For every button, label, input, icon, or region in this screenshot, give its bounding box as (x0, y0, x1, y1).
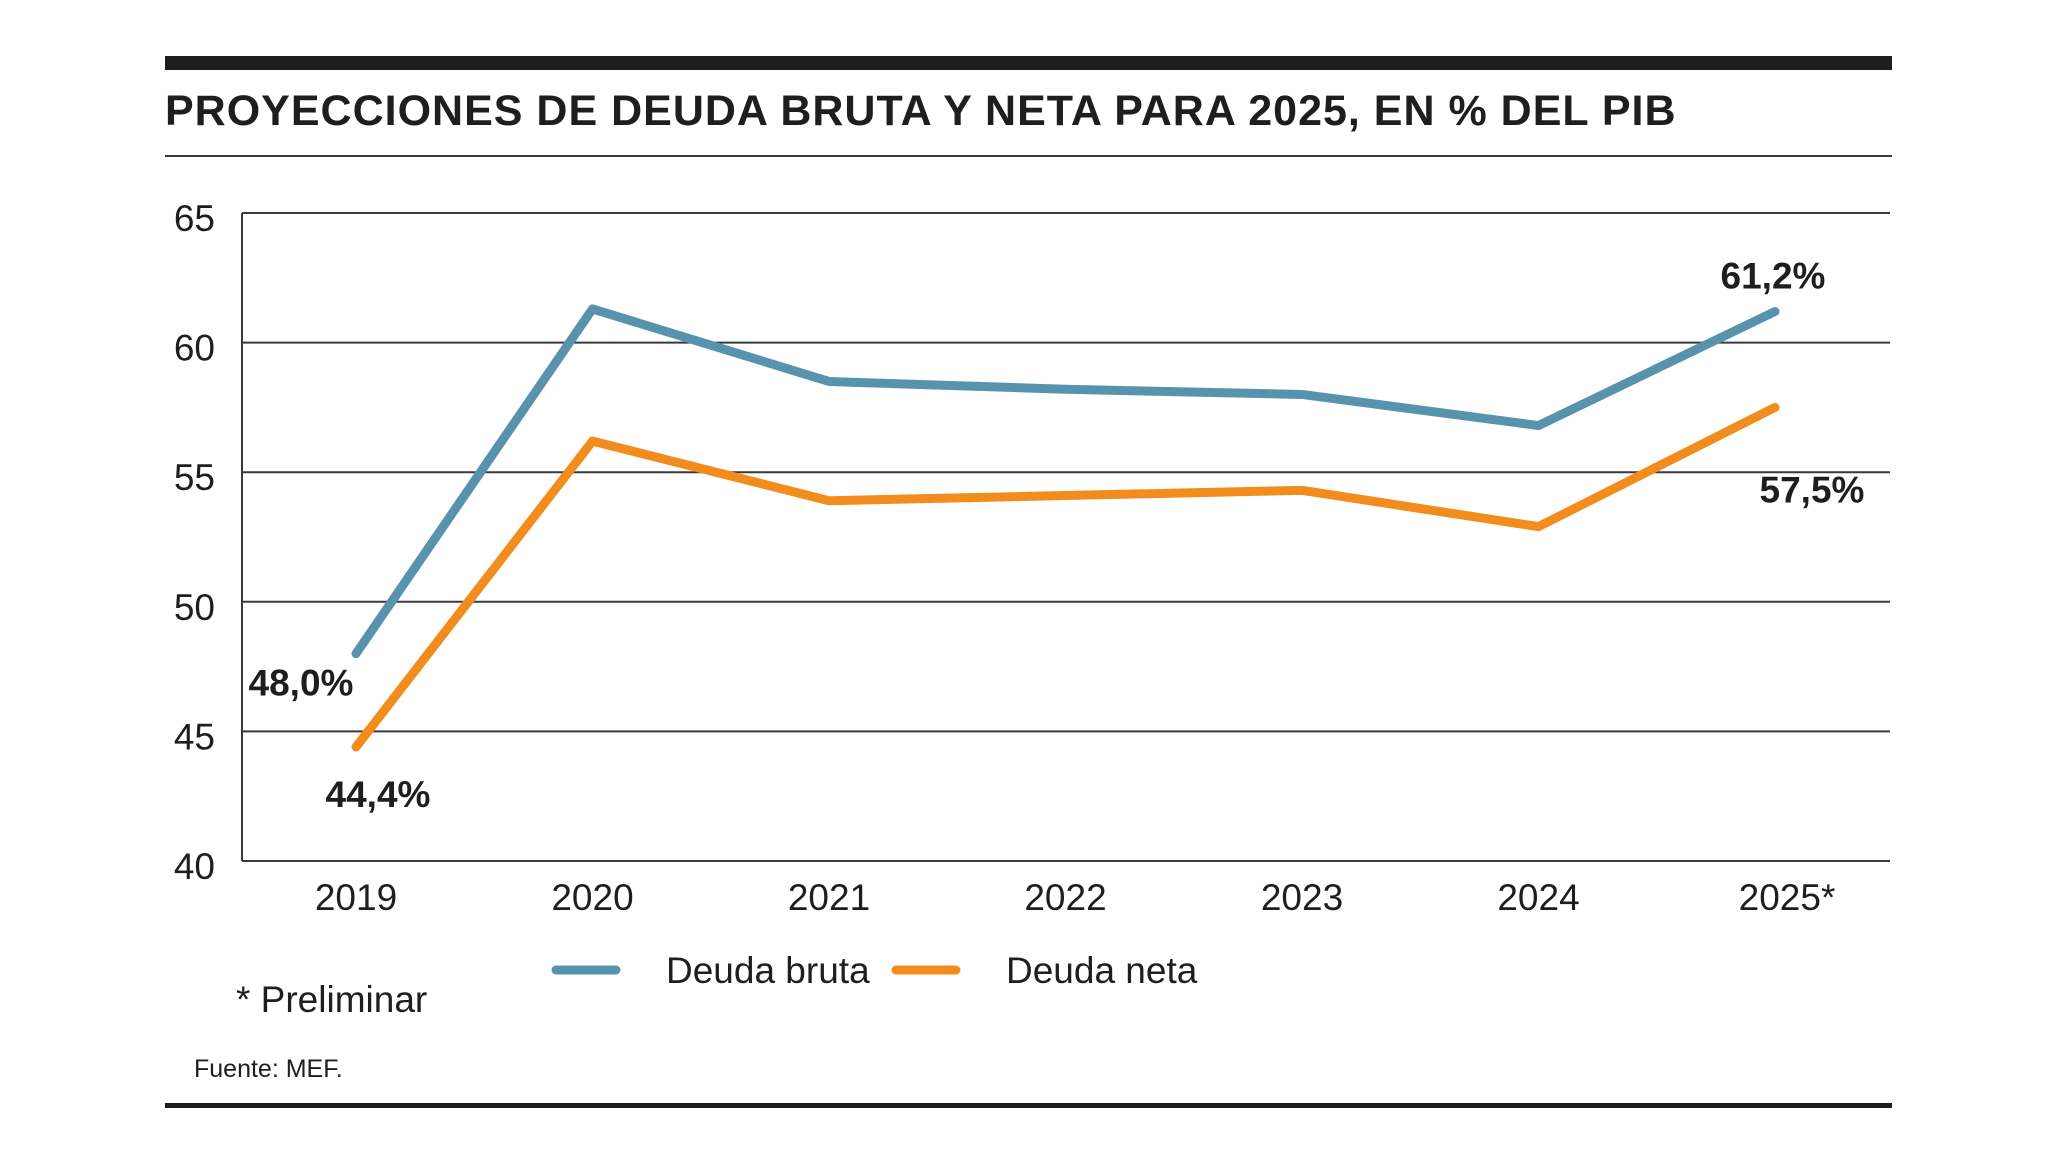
title-rule (165, 155, 1892, 157)
data-label: 44,4% (326, 774, 431, 815)
legend: Deuda bruta Deuda neta (551, 950, 1198, 991)
y-tick-label: 60 (174, 328, 215, 369)
x-tick-label: 2024 (1497, 877, 1579, 918)
x-tick-label: 2020 (551, 877, 633, 918)
series-lines (351, 304, 1780, 752)
x-tick-label: 2023 (1261, 877, 1343, 918)
y-axis: 65 60 55 50 45 40 (174, 198, 243, 887)
series-line-deuda-neta (351, 402, 1780, 752)
chart-title: PROYECCIONES DE DEUDA BRUTA Y NETA PARA … (165, 87, 1677, 135)
y-tick-label: 45 (174, 716, 215, 757)
data-label: 57,5% (1760, 469, 1865, 510)
data-label: 48,0% (249, 663, 354, 704)
x-tick-label: 2025* (1739, 877, 1836, 918)
source-note: Fuente: MEF. (194, 1055, 343, 1083)
y-tick-label: 55 (174, 457, 215, 498)
data-labels: 48,0% 44,4% 61,2% 57,5% (249, 255, 1865, 814)
data-label: 61,2% (1721, 255, 1826, 296)
grid-lines (242, 212, 1890, 733)
preliminary-note: * Preliminar (236, 979, 427, 1020)
x-tick-label: 2019 (315, 877, 397, 918)
legend-label: Deuda neta (1006, 950, 1198, 991)
y-tick-label: 50 (174, 587, 215, 628)
x-axis: 2019 2020 2021 2022 2023 2024 2025* (242, 860, 1890, 918)
y-tick-label: 40 (174, 846, 215, 887)
x-tick-label: 2021 (788, 877, 870, 918)
legend-label: Deuda bruta (666, 950, 870, 991)
top-rule (165, 56, 1892, 70)
y-tick-label: 65 (174, 198, 215, 239)
x-tick-label: 2022 (1024, 877, 1106, 918)
bottom-rule (165, 1103, 1892, 1108)
